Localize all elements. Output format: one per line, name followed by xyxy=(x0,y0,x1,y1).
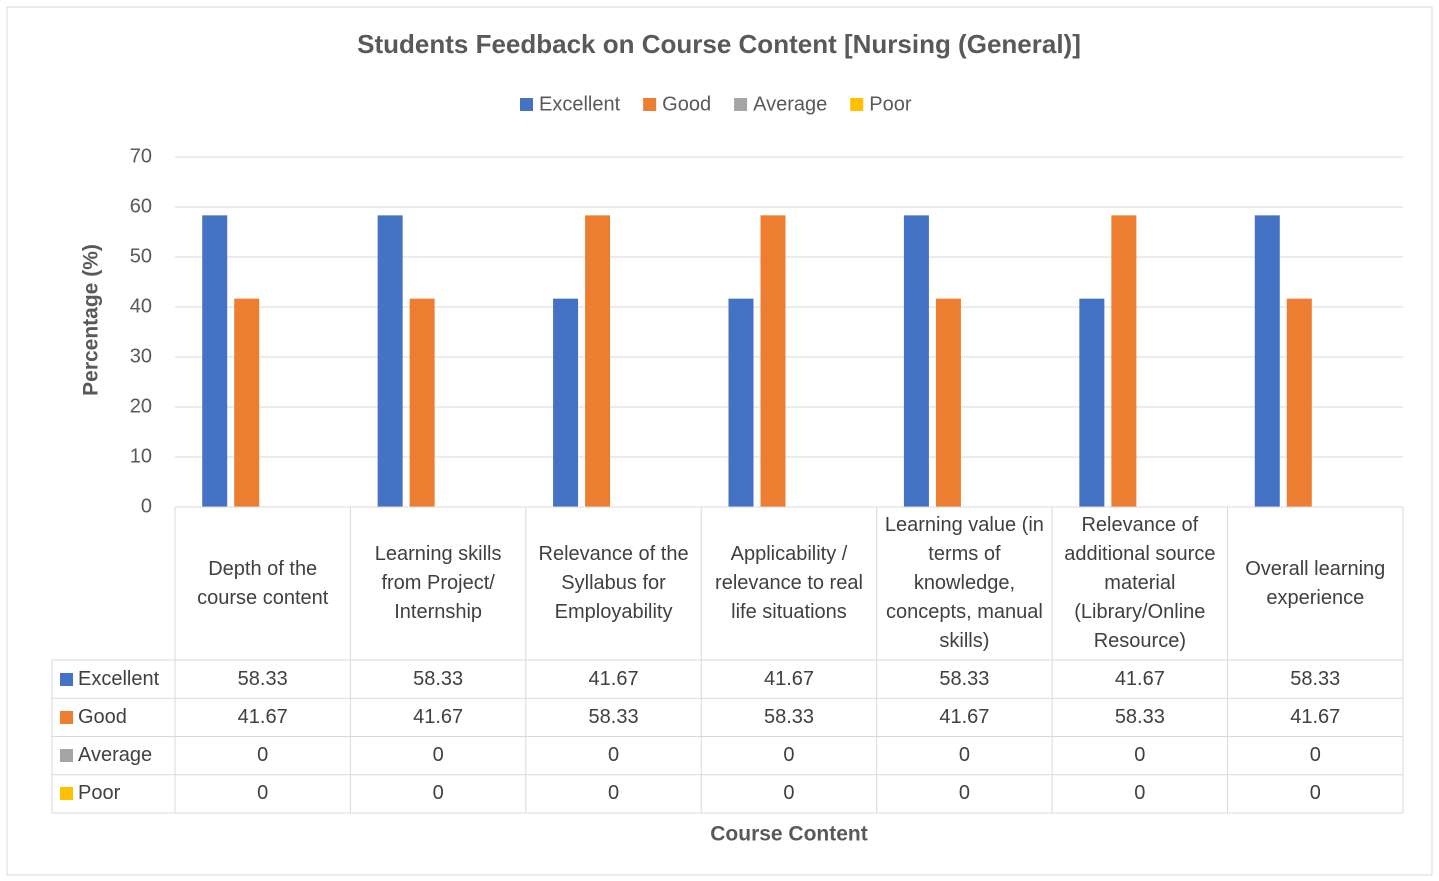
chart-title: Students Feedback on Course Content [Nur… xyxy=(357,29,1081,59)
bar xyxy=(377,215,403,507)
legend-swatch xyxy=(520,98,533,111)
bar xyxy=(234,298,260,507)
series-name: Good xyxy=(78,705,127,728)
table-value: 41.67 xyxy=(413,705,464,728)
table-value: 0 xyxy=(1309,782,1321,805)
y-tick-label: 20 xyxy=(130,395,152,417)
table-value: 58.33 xyxy=(1114,705,1165,728)
series-name: Poor xyxy=(78,782,121,805)
x-tick-label: Depth of the course content xyxy=(197,557,329,609)
legend-swatch xyxy=(60,672,73,686)
y-tick-label: 40 xyxy=(130,295,152,317)
x-axis-title: Course Content xyxy=(710,823,868,846)
x-tick-label: Relevance of the Syllabus for Employabil… xyxy=(538,543,689,623)
x-tick-label: Relevance of additional source material … xyxy=(1064,514,1216,652)
x-tick-label: Overall learning experience xyxy=(1245,557,1386,609)
legend-swatch xyxy=(60,749,73,763)
table-value: 58.33 xyxy=(939,667,990,690)
table-value: 41.67 xyxy=(763,667,815,690)
table-row-label: Poor xyxy=(52,775,175,813)
y-axis-title: Percentage (%) xyxy=(80,244,103,396)
x-tick-label: Applicability / relevance to real life s… xyxy=(715,543,863,623)
bar xyxy=(728,298,754,507)
table-value: 0 xyxy=(1309,744,1321,767)
table-value: 0 xyxy=(432,744,444,767)
bar xyxy=(1111,215,1137,507)
table-value: 0 xyxy=(257,782,269,805)
table-value: 0 xyxy=(257,744,269,767)
bar xyxy=(1254,215,1280,507)
table-value: 0 xyxy=(958,782,970,805)
legend-swatch xyxy=(60,710,73,724)
table-row-label: Average xyxy=(52,737,175,775)
y-tick-label: 50 xyxy=(130,245,152,267)
legend-label: Good xyxy=(662,93,711,115)
bar xyxy=(409,298,435,507)
bar xyxy=(1286,298,1312,507)
y-tick-label: 70 xyxy=(130,145,152,167)
legend-swatch xyxy=(850,98,864,111)
y-tick-label: 0 xyxy=(141,495,152,517)
bar xyxy=(202,215,228,507)
legend-label: Average xyxy=(753,93,827,115)
table-value: 41.67 xyxy=(237,705,288,728)
legend-swatch xyxy=(734,98,748,111)
table-value: 0 xyxy=(607,744,620,767)
legend-label: Excellent xyxy=(539,93,621,115)
table-value: 58.33 xyxy=(588,705,639,728)
y-tick-label: 10 xyxy=(130,445,152,467)
table-value: 58.33 xyxy=(413,667,464,690)
y-tick-label: 30 xyxy=(130,345,152,367)
bar xyxy=(1079,298,1105,507)
table-value: 0 xyxy=(783,782,795,805)
table-value: 41.67 xyxy=(1290,705,1341,728)
table-row-label: Good xyxy=(52,698,175,736)
bar xyxy=(553,298,579,507)
bar xyxy=(935,298,961,507)
legend-swatch xyxy=(643,98,657,111)
table-value: 58.33 xyxy=(1290,667,1341,690)
table-value: 41.67 xyxy=(588,667,639,690)
legend-label: Poor xyxy=(869,93,912,115)
table-value: 0 xyxy=(432,782,444,805)
table-value: 58.33 xyxy=(237,667,288,690)
series-name: Excellent xyxy=(78,667,160,690)
table-value: 0 xyxy=(607,782,620,805)
table-value: 41.67 xyxy=(1114,667,1165,690)
y-tick-label: 60 xyxy=(130,195,152,217)
x-tick-label: Learning value (in terms of knowledge, c… xyxy=(884,514,1044,652)
table-row-label: Excellent xyxy=(52,660,175,698)
table-value: 58.33 xyxy=(763,705,815,728)
bar xyxy=(760,215,786,507)
legend-swatch xyxy=(60,787,73,801)
table-value: 41.67 xyxy=(939,705,990,728)
table-value: 0 xyxy=(958,744,970,767)
table-value: 0 xyxy=(1134,744,1146,767)
table-value: 0 xyxy=(783,744,795,767)
bar xyxy=(585,215,611,507)
series-name: Average xyxy=(78,744,153,767)
table-value: 0 xyxy=(1134,782,1146,805)
bar xyxy=(903,215,929,507)
x-tick-label: Learning skills from Project/ Internship xyxy=(374,543,502,623)
